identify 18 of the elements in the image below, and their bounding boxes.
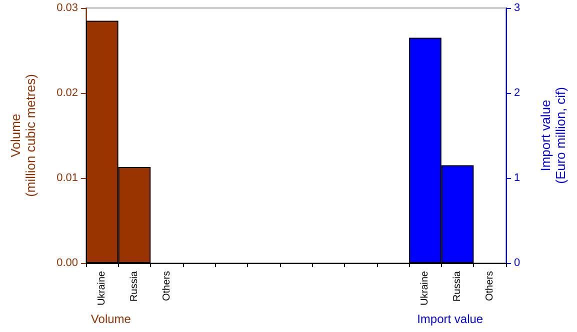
y-axis-title: Volume (million cubic metres): [8, 74, 38, 197]
x-tick-label: Others: [484, 271, 496, 302]
y-tick-label: 0.02: [56, 87, 78, 99]
y-tick-label: 0.00: [56, 257, 78, 269]
text: Import value: [417, 312, 484, 326]
x-tick-label: Russia: [128, 270, 140, 302]
y2-tick-label: 0: [514, 257, 520, 269]
text: Volume: [90, 312, 132, 326]
y-tick-label: 0.01: [56, 172, 78, 184]
x-tick-label: Ukraine: [96, 270, 108, 306]
x-tick-label: Russia: [452, 270, 464, 302]
y2-axis-title: Import value (Euro million, cif): [538, 87, 568, 184]
y2-tick-label: 2: [514, 87, 520, 99]
y2-tick-label: 3: [514, 2, 520, 14]
y2-tick-label: 1: [514, 172, 520, 184]
x-tick-label: Others: [161, 271, 172, 302]
x-tick-label: Ukraine: [420, 270, 431, 306]
y-tick-label: 0.03: [56, 2, 78, 14]
